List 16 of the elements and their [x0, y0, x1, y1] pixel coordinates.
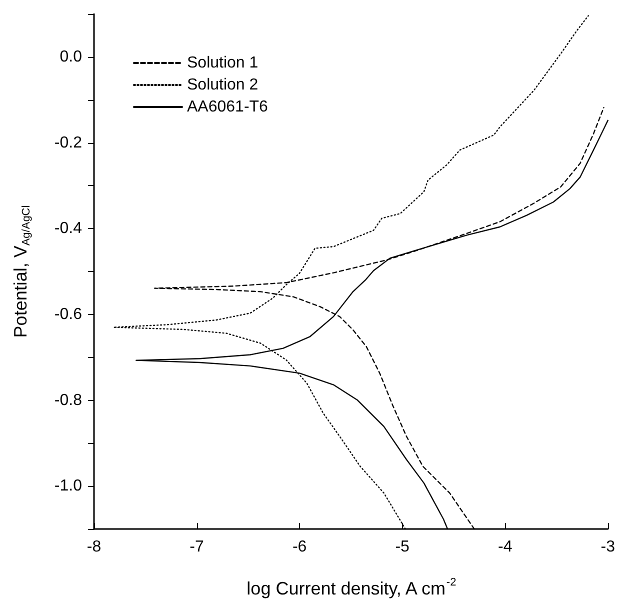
y-tick-label: -0.6 [54, 306, 82, 323]
x-tick-label: -5 [395, 538, 410, 556]
legend-label: Solution 2 [187, 76, 258, 94]
x-tick-label: -4 [498, 538, 512, 556]
y-tick-label: -0.2 [54, 134, 82, 152]
x-tick-label: -6 [292, 538, 307, 556]
x-tick-label: -8 [86, 538, 102, 556]
x-tick-label: -3 [600, 538, 616, 556]
x-tick-label: -7 [190, 538, 204, 556]
y-tick-label: -1.0 [54, 478, 82, 495]
legend-label: AA6061-T6 [187, 98, 268, 116]
y-tick-label: -0.8 [54, 392, 82, 409]
y-tick-label: -0.4 [54, 220, 82, 238]
legend-label: Solution 1 [187, 54, 258, 72]
y-axis-title: Potential, VAg/AgCl [10, 205, 32, 338]
y-tick-label: 0.0 [60, 48, 82, 66]
